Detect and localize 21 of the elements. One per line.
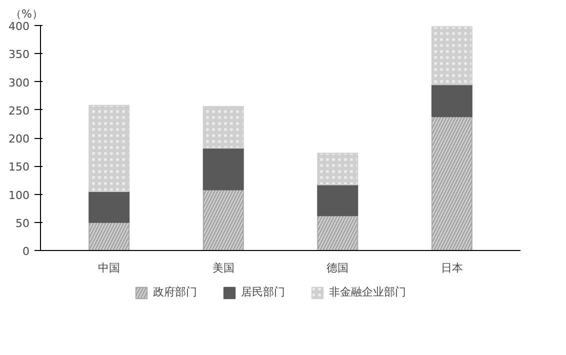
y-axis-title: （%） [10, 8, 43, 20]
x-tick-label: 中国 [98, 262, 120, 274]
y-tick-label: 50 [16, 216, 30, 230]
x-tick-label: 日本 [440, 262, 463, 274]
legend-label: 非金融企业部门 [329, 284, 406, 300]
y-tick-label: 400 [8, 20, 30, 33]
bar [202, 148, 244, 190]
y-tick-label: 150 [8, 160, 30, 174]
bar [88, 190, 130, 223]
y-tick-label: 300 [8, 76, 30, 90]
y-tick-label: 350 [8, 48, 30, 62]
y-tick-label: 100 [8, 188, 30, 202]
legend-label: 政府部门 [153, 284, 197, 300]
bar [431, 84, 472, 118]
x-tick-label: 美国 [212, 262, 234, 274]
bar [317, 184, 358, 216]
legend-label: 居民部门 [241, 284, 285, 300]
y-tick-label: 250 [8, 104, 30, 118]
x-tick-label: 德国 [326, 262, 349, 274]
y-tick-label: 0 [22, 245, 30, 258]
y-tick-label: 200 [8, 132, 30, 146]
